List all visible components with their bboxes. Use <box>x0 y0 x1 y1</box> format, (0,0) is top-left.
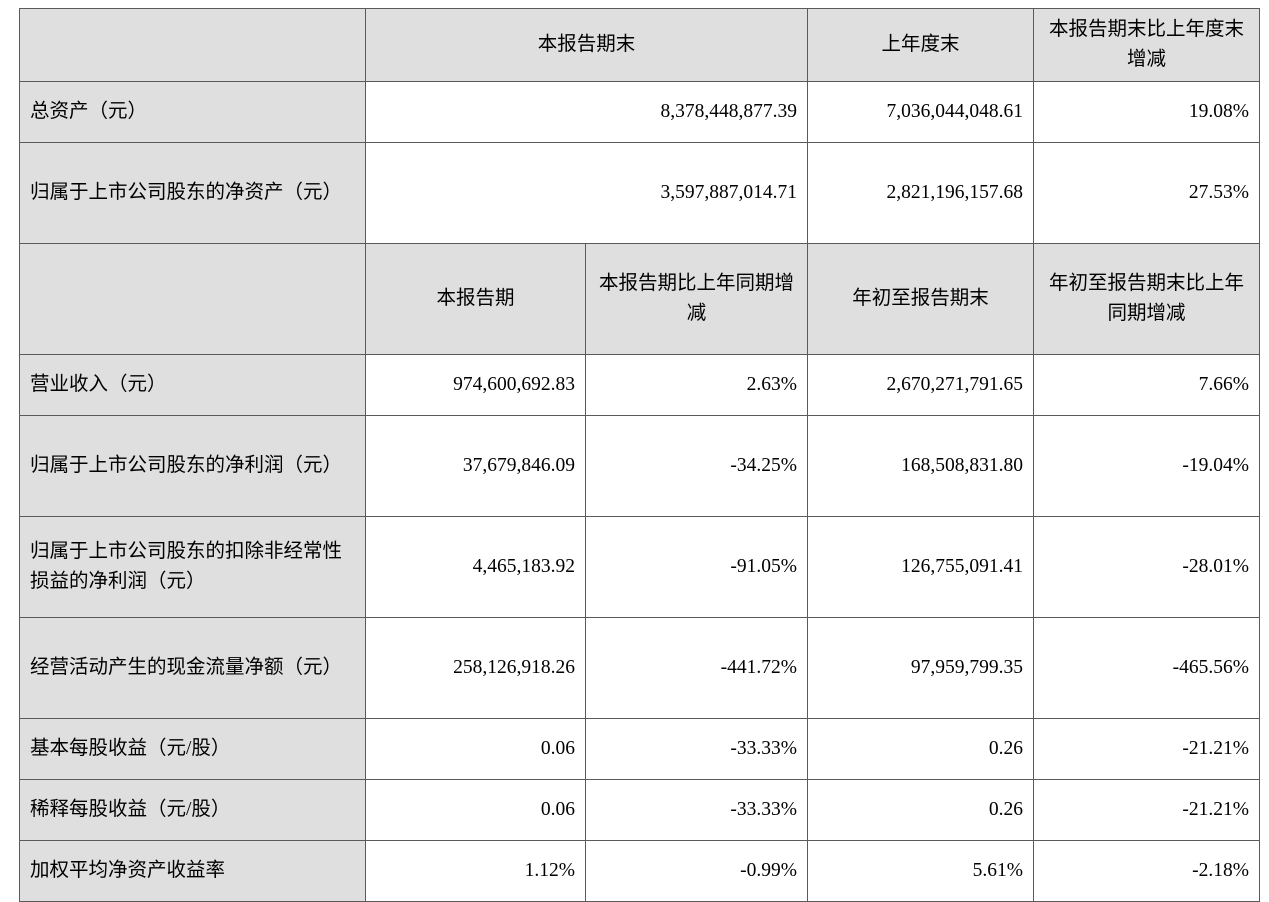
cell-total-assets-prior: 7,036,044,048.61 <box>807 81 1035 144</box>
table-row: 稀释每股收益（元/股） 0.06 -33.33% 0.26 -21.21% <box>19 779 1261 842</box>
row-label-operating-revenue: 营业收入（元） <box>19 354 366 417</box>
balance-header-change: 本报告期末比上年度末增减 <box>1033 7 1261 83</box>
cell-total-assets-change: 19.08% <box>1033 81 1261 144</box>
cell-operating-revenue-ytd-change: 7.66% <box>1033 354 1261 417</box>
cell-weighted-roe-current-change: -0.99% <box>584 840 809 902</box>
income-header-current-period-change: 本报告期比上年同期增减 <box>584 243 809 356</box>
cell-basic-eps-ytd: 0.26 <box>807 718 1035 781</box>
table-row: 加权平均净资产收益率 1.12% -0.99% 5.61% -2.18% <box>19 840 1261 902</box>
financial-summary-table: 本报告期末 上年度末 本报告期末比上年度末增减 总资产（元） 8,378,448… <box>19 7 1261 902</box>
cell-weighted-roe-current: 1.12% <box>365 840 586 902</box>
cell-net-profit-excl-current-change: -91.05% <box>584 516 809 619</box>
cell-diluted-eps-current: 0.06 <box>365 779 586 842</box>
row-label-basic-eps: 基本每股收益（元/股） <box>19 718 366 781</box>
income-header-current-period: 本报告期 <box>365 243 586 356</box>
row-label-diluted-eps: 稀释每股收益（元/股） <box>19 779 366 842</box>
financial-report-page: 本报告期末 上年度末 本报告期末比上年度末增减 总资产（元） 8,378,448… <box>19 7 1261 902</box>
cell-diluted-eps-current-change: -33.33% <box>584 779 809 842</box>
income-header-blank <box>19 243 366 356</box>
balance-header-row: 本报告期末 上年度末 本报告期末比上年度末增减 <box>19 7 1261 83</box>
row-label-total-assets: 总资产（元） <box>19 81 366 144</box>
cell-weighted-roe-ytd: 5.61% <box>807 840 1035 902</box>
income-header-ytd-change: 年初至报告期末比上年同期增减 <box>1033 243 1261 356</box>
cell-operating-revenue-current: 974,600,692.83 <box>365 354 586 417</box>
cell-net-profit-excl-current: 4,465,183.92 <box>365 516 586 619</box>
table-row: 归属于上市公司股东的扣除非经常性损益的净利润（元） 4,465,183.92 -… <box>19 516 1261 619</box>
cell-operating-cash-flow-current: 258,126,918.26 <box>365 617 586 720</box>
cell-basic-eps-current: 0.06 <box>365 718 586 781</box>
cell-net-profit-excl-ytd: 126,755,091.41 <box>807 516 1035 619</box>
cell-total-assets-current: 8,378,448,877.39 <box>364 81 809 144</box>
cell-net-profit-excl-ytd-change: -28.01% <box>1033 516 1261 619</box>
row-label-weighted-roe: 加权平均净资产收益率 <box>19 840 366 902</box>
table-row: 基本每股收益（元/股） 0.06 -33.33% 0.26 -21.21% <box>19 718 1261 781</box>
cell-net-profit-ytd: 168,508,831.80 <box>807 415 1035 518</box>
table-row: 经营活动产生的现金流量净额（元） 258,126,918.26 -441.72%… <box>19 617 1261 720</box>
balance-header-blank <box>19 7 366 83</box>
cell-net-assets-current: 3,597,887,014.71 <box>364 142 809 245</box>
cell-diluted-eps-ytd-change: -21.21% <box>1033 779 1261 842</box>
table-row: 营业收入（元） 974,600,692.83 2.63% 2,670,271,7… <box>19 354 1261 417</box>
row-label-net-assets: 归属于上市公司股东的净资产（元） <box>19 142 366 245</box>
cell-net-profit-ytd-change: -19.04% <box>1033 415 1261 518</box>
row-label-net-profit-excl-nonrecurring: 归属于上市公司股东的扣除非经常性损益的净利润（元） <box>19 516 366 619</box>
cell-operating-revenue-ytd: 2,670,271,791.65 <box>807 354 1035 417</box>
cell-operating-revenue-current-change: 2.63% <box>584 354 809 417</box>
row-label-net-profit: 归属于上市公司股东的净利润（元） <box>19 415 366 518</box>
cell-diluted-eps-ytd: 0.26 <box>807 779 1035 842</box>
table-row: 总资产（元） 8,378,448,877.39 7,036,044,048.61… <box>19 81 1261 144</box>
cell-operating-cash-flow-ytd-change: -465.56% <box>1033 617 1261 720</box>
cell-basic-eps-ytd-change: -21.21% <box>1033 718 1261 781</box>
income-header-row: 本报告期 本报告期比上年同期增减 年初至报告期末 年初至报告期末比上年同期增减 <box>19 243 1261 356</box>
cell-operating-cash-flow-ytd: 97,959,799.35 <box>807 617 1035 720</box>
cell-operating-cash-flow-current-change: -441.72% <box>584 617 809 720</box>
balance-header-prior-year-end: 上年度末 <box>807 7 1035 83</box>
balance-header-current-period-end: 本报告期末 <box>364 7 809 83</box>
cell-net-assets-change: 27.53% <box>1033 142 1261 245</box>
cell-net-assets-prior: 2,821,196,157.68 <box>807 142 1035 245</box>
cell-basic-eps-current-change: -33.33% <box>584 718 809 781</box>
cell-weighted-roe-ytd-change: -2.18% <box>1033 840 1261 902</box>
table-row: 归属于上市公司股东的净利润（元） 37,679,846.09 -34.25% 1… <box>19 415 1261 518</box>
row-label-operating-cash-flow: 经营活动产生的现金流量净额（元） <box>19 617 366 720</box>
cell-net-profit-current-change: -34.25% <box>584 415 809 518</box>
cell-net-profit-current: 37,679,846.09 <box>365 415 586 518</box>
table-row: 归属于上市公司股东的净资产（元） 3,597,887,014.71 2,821,… <box>19 142 1261 245</box>
income-header-ytd: 年初至报告期末 <box>807 243 1035 356</box>
